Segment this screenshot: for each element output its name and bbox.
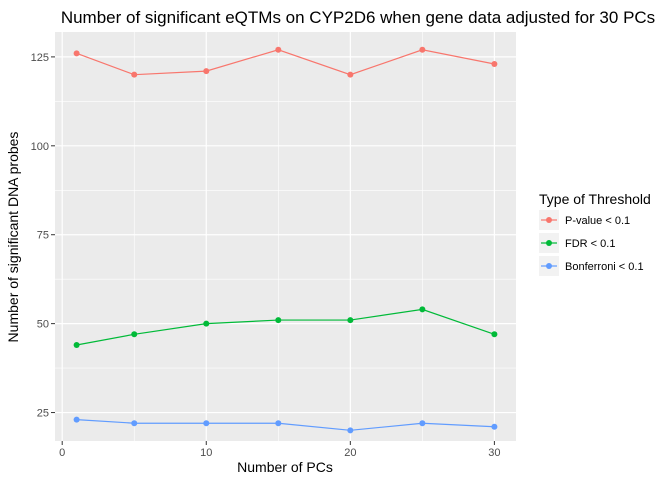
y-tick-label: 125 (31, 52, 49, 64)
data-point (131, 331, 138, 338)
legend-label: P-value < 0.1 (565, 215, 630, 227)
legend-item: P-value < 0.1 (539, 210, 630, 230)
legend-label: FDR < 0.1 (565, 238, 615, 250)
legend-title: Type of Threshold (539, 191, 651, 207)
data-point (73, 341, 80, 348)
y-tick-label: 25 (37, 408, 49, 420)
y-tick-label: 50 (37, 319, 49, 331)
legend-label: Bonferroni < 0.1 (565, 261, 644, 273)
y-tick-label: 75 (37, 230, 49, 242)
data-point (419, 306, 426, 313)
data-point (419, 46, 426, 53)
data-point (203, 320, 210, 327)
data-point (275, 46, 282, 53)
legend-key-point (546, 240, 552, 246)
series-layer (73, 46, 498, 434)
data-point (73, 416, 80, 423)
legend-key-point (546, 217, 552, 223)
legend-item: Bonferroni < 0.1 (539, 256, 644, 276)
data-point (275, 420, 282, 427)
series-2 (73, 306, 498, 348)
series-1 (73, 46, 498, 78)
data-point (419, 420, 426, 427)
data-point (347, 427, 354, 434)
data-point (491, 423, 498, 430)
x-tick-label: 10 (200, 447, 212, 459)
x-axis-title: Number of PCs (237, 459, 333, 475)
legend-items: P-value < 0.1 FDR < 0.1 Bonferroni < 0.1 (539, 210, 644, 276)
chart-title: Number of significant eQTMs on CYP2D6 wh… (61, 8, 655, 27)
major-grid (55, 32, 516, 441)
x-axis: 0 10 20 30 (59, 441, 501, 459)
data-point (491, 331, 498, 338)
legend-key-point (546, 263, 552, 269)
y-axis: 25 50 75 100 125 (31, 52, 55, 420)
data-point (131, 420, 138, 427)
minor-grid (55, 32, 516, 441)
data-point (131, 71, 138, 78)
data-point (347, 317, 354, 324)
x-tick-label: 30 (488, 447, 500, 459)
series-3 (73, 416, 498, 434)
legend-item: FDR < 0.1 (539, 233, 615, 253)
data-point (203, 420, 210, 427)
x-tick-label: 0 (59, 447, 65, 459)
x-tick-label: 20 (344, 447, 356, 459)
y-tick-label: 100 (31, 141, 49, 153)
legend: Type of Threshold P-value < 0.1 FDR < 0.1… (539, 191, 651, 276)
data-point (203, 68, 210, 75)
data-point (73, 50, 80, 57)
data-point (347, 71, 354, 78)
plot-panel (55, 32, 516, 441)
y-axis-title: Number of significant DNA probes (5, 132, 21, 343)
data-point (275, 317, 282, 324)
data-point (491, 61, 498, 68)
